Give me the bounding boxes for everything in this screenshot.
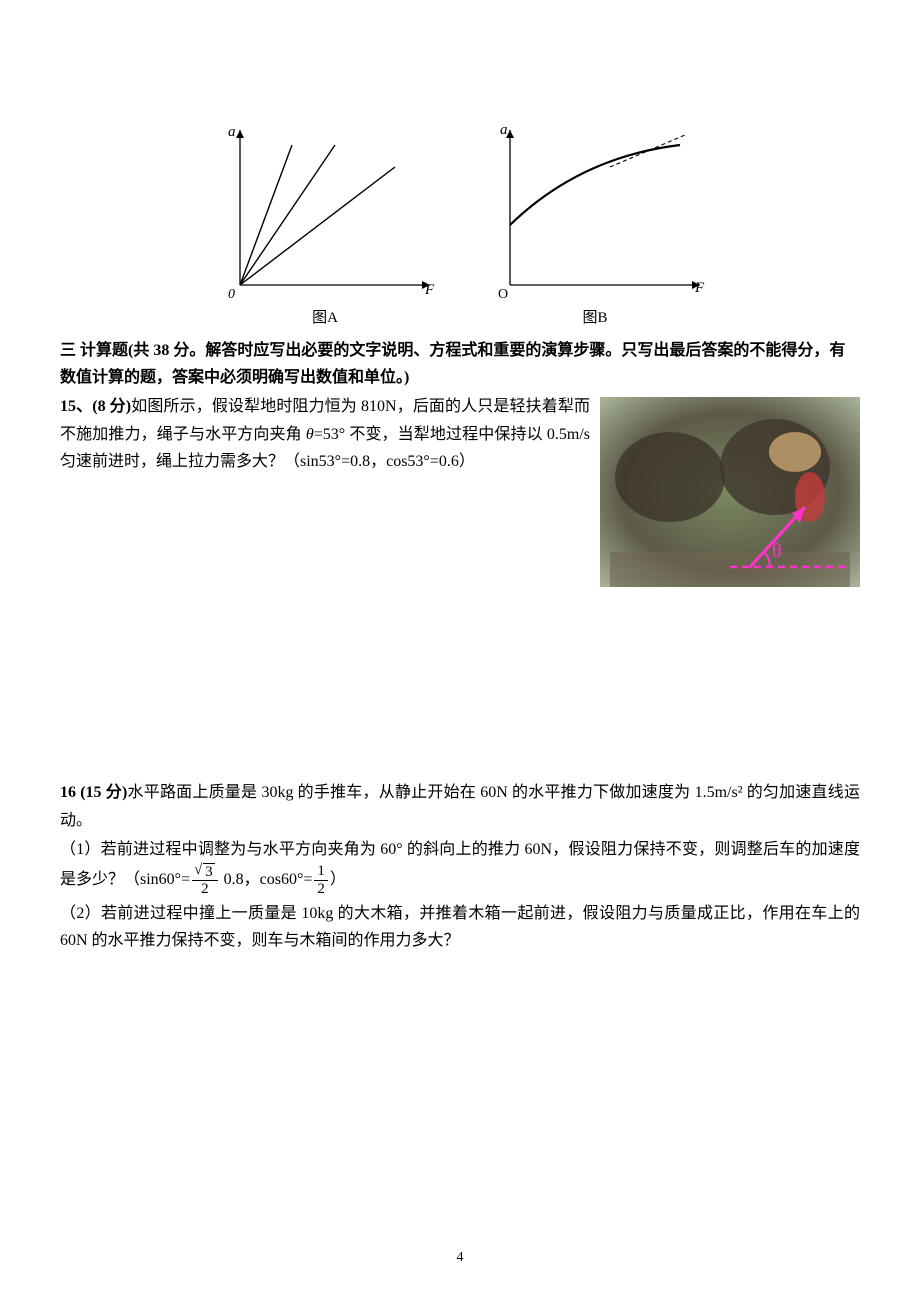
page-number: 4 (0, 1250, 920, 1266)
sqrt3-num: 3 (203, 863, 215, 881)
figure-a-label: 图A (312, 306, 338, 327)
den-2: 2 (314, 881, 328, 898)
q16-part1-c: ） (330, 871, 346, 888)
fig-a-y-label: a (228, 124, 236, 140)
fig-a-x-label: F (424, 282, 435, 298)
figure-a: 0 F a 图A (210, 120, 440, 327)
q16-part1-b: 0.8，cos60°= (220, 871, 313, 888)
figures-row: 0 F a 图A O F a 丙 图B (60, 120, 860, 327)
plow-image: θ (600, 397, 860, 587)
frac-1-2: 12 (314, 863, 328, 897)
figure-b-label: 图B (582, 306, 607, 327)
fig-b-x-label: F (694, 280, 705, 296)
q16-part1-a: （1）若前进过程中调整为与水平方向夹角为 60° 的斜向上的推力 60N，假设阻… (60, 841, 860, 888)
figure-b-svg: O F a 丙 (480, 120, 710, 300)
section-heading: 三 计算题(共 38 分。解答时应写出必要的文字说明、方程式和重要的演算步骤。只… (60, 337, 860, 391)
fig-a-origin: 0 (228, 287, 235, 300)
q15-theta: θ (306, 426, 314, 443)
problem-16: 16 (15 分)水平路面上质量是 30kg 的手推车，从静止开始在 60N 的… (60, 779, 860, 954)
fig-b-y-label: a (500, 122, 508, 138)
problem-15: θ 15、(8 分)如图所示，假设犁地时阻力恒为 810N，后面的人只是轻扶着犁… (60, 393, 860, 597)
figure-b: O F a 丙 图B (480, 120, 710, 327)
fig-b-origin: O (498, 287, 508, 300)
theta-label: θ (772, 540, 782, 562)
q16-prefix: 16 (15 分) (60, 784, 127, 801)
spacer (60, 597, 860, 777)
q16-main: 水平路面上质量是 30kg 的手推车，从静止开始在 60N 的水平推力下做加速度… (60, 784, 860, 828)
num-1: 1 (314, 863, 328, 881)
frac-sqrt3-2: 32 (192, 863, 218, 898)
figure-a-svg: 0 F a (210, 120, 440, 300)
q16-part2: （2）若前进过程中撞上一质量是 10kg 的大木箱，并推着木箱一起前进，假设阻力… (60, 900, 860, 954)
sqrt3-den: 2 (192, 881, 218, 898)
q15-prefix: 15、(8 分) (60, 398, 131, 415)
